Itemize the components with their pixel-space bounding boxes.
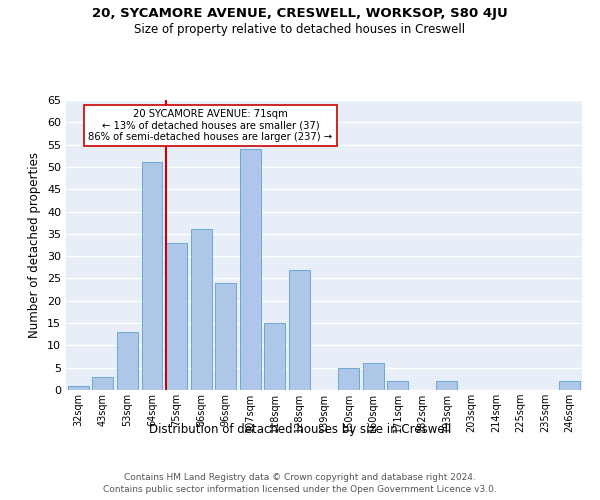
- Text: Size of property relative to detached houses in Creswell: Size of property relative to detached ho…: [134, 22, 466, 36]
- Bar: [362, 363, 383, 390]
- Bar: [92, 376, 113, 390]
- Bar: [265, 323, 286, 390]
- Bar: [387, 381, 408, 390]
- Text: Contains public sector information licensed under the Open Government Licence v3: Contains public sector information licen…: [103, 485, 497, 494]
- Bar: [215, 283, 236, 390]
- Text: 20 SYCAMORE AVENUE: 71sqm
← 13% of detached houses are smaller (37)
86% of semi-: 20 SYCAMORE AVENUE: 71sqm ← 13% of detac…: [88, 108, 332, 142]
- Bar: [338, 368, 359, 390]
- Bar: [191, 230, 212, 390]
- Bar: [166, 243, 187, 390]
- Y-axis label: Number of detached properties: Number of detached properties: [28, 152, 41, 338]
- Bar: [68, 386, 89, 390]
- Text: Contains HM Land Registry data © Crown copyright and database right 2024.: Contains HM Land Registry data © Crown c…: [124, 472, 476, 482]
- Bar: [117, 332, 138, 390]
- Bar: [559, 381, 580, 390]
- Bar: [436, 381, 457, 390]
- Text: Distribution of detached houses by size in Creswell: Distribution of detached houses by size …: [149, 422, 451, 436]
- Text: 20, SYCAMORE AVENUE, CRESWELL, WORKSOP, S80 4JU: 20, SYCAMORE AVENUE, CRESWELL, WORKSOP, …: [92, 8, 508, 20]
- Bar: [289, 270, 310, 390]
- Bar: [142, 162, 163, 390]
- Bar: [240, 149, 261, 390]
